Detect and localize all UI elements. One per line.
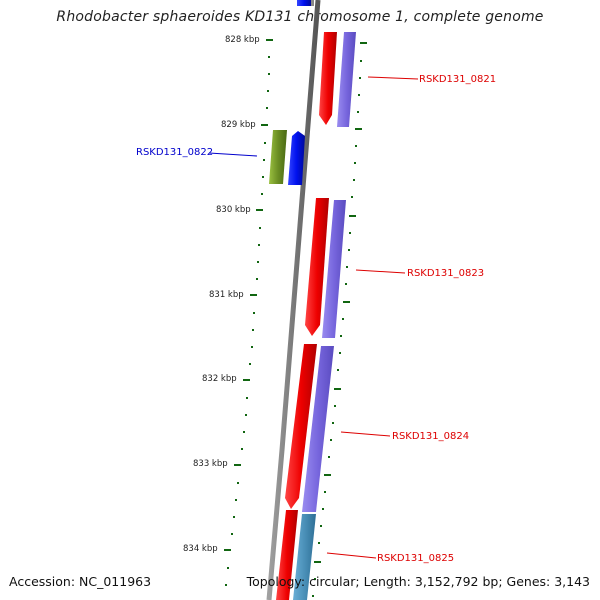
gene-rskd131-0821-lane — [337, 32, 356, 127]
gene-label-rskd131-0824[interactable]: RSKD131_0824 — [392, 431, 469, 442]
gene-rskd131-0821-forward[interactable] — [319, 32, 337, 125]
callout-line-0824 — [340, 431, 391, 437]
scale-label-830: 830 kbp — [216, 205, 251, 215]
scale-label-828: 828 kbp — [225, 35, 260, 45]
scale-label-833: 833 kbp — [193, 459, 228, 469]
gene-label-rskd131-0822[interactable]: RSKD131_0822 — [136, 147, 213, 158]
gene-rskd131-0822-blue[interactable] — [288, 131, 305, 185]
gene-rskd131-0824-forward[interactable] — [285, 344, 317, 509]
map-title: Rhodobacter sphaeroides KD131 chromosome… — [56, 9, 544, 25]
gene-label-rskd131-0825[interactable]: RSKD131_0825 — [377, 553, 454, 564]
gene-rskd131-0822-olive[interactable] — [269, 130, 287, 184]
gene-label-rskd131-0823[interactable]: RSKD131_0823 — [407, 268, 484, 279]
gene-rskd131-0823-forward[interactable] — [305, 198, 329, 336]
gene-rskd131-0825-forward[interactable] — [276, 510, 298, 600]
gene-rskd131-0823-lane — [322, 200, 346, 338]
accession-text: Accession: NC_011963 — [9, 574, 152, 589]
scale-label-831: 831 kbp — [209, 290, 244, 300]
callout-line-0825 — [326, 552, 377, 559]
scale-label-834: 834 kbp — [183, 544, 218, 554]
scale-minor-ticks-outer — [225, 56, 270, 586]
callout-line-0822 — [208, 152, 258, 157]
scale-label-829: 829 kbp — [221, 120, 256, 130]
callout-line-0823 — [355, 269, 406, 274]
scale-ticks-inner — [312, 42, 367, 597]
gene-block-top-blue — [297, 0, 311, 6]
topology-text: Topology: circular; Length: 3,152,792 bp… — [246, 574, 590, 589]
scale-label-832: 832 kbp — [202, 374, 237, 384]
chromosome-backbone — [266, 0, 321, 600]
gene-rskd131-0824-lane — [302, 346, 334, 512]
scale-major-ticks — [224, 39, 273, 551]
callout-line-0821 — [367, 76, 419, 80]
gene-label-rskd131-0821[interactable]: RSKD131_0821 — [419, 74, 496, 85]
gene-rskd131-0825-lane — [293, 514, 316, 600]
